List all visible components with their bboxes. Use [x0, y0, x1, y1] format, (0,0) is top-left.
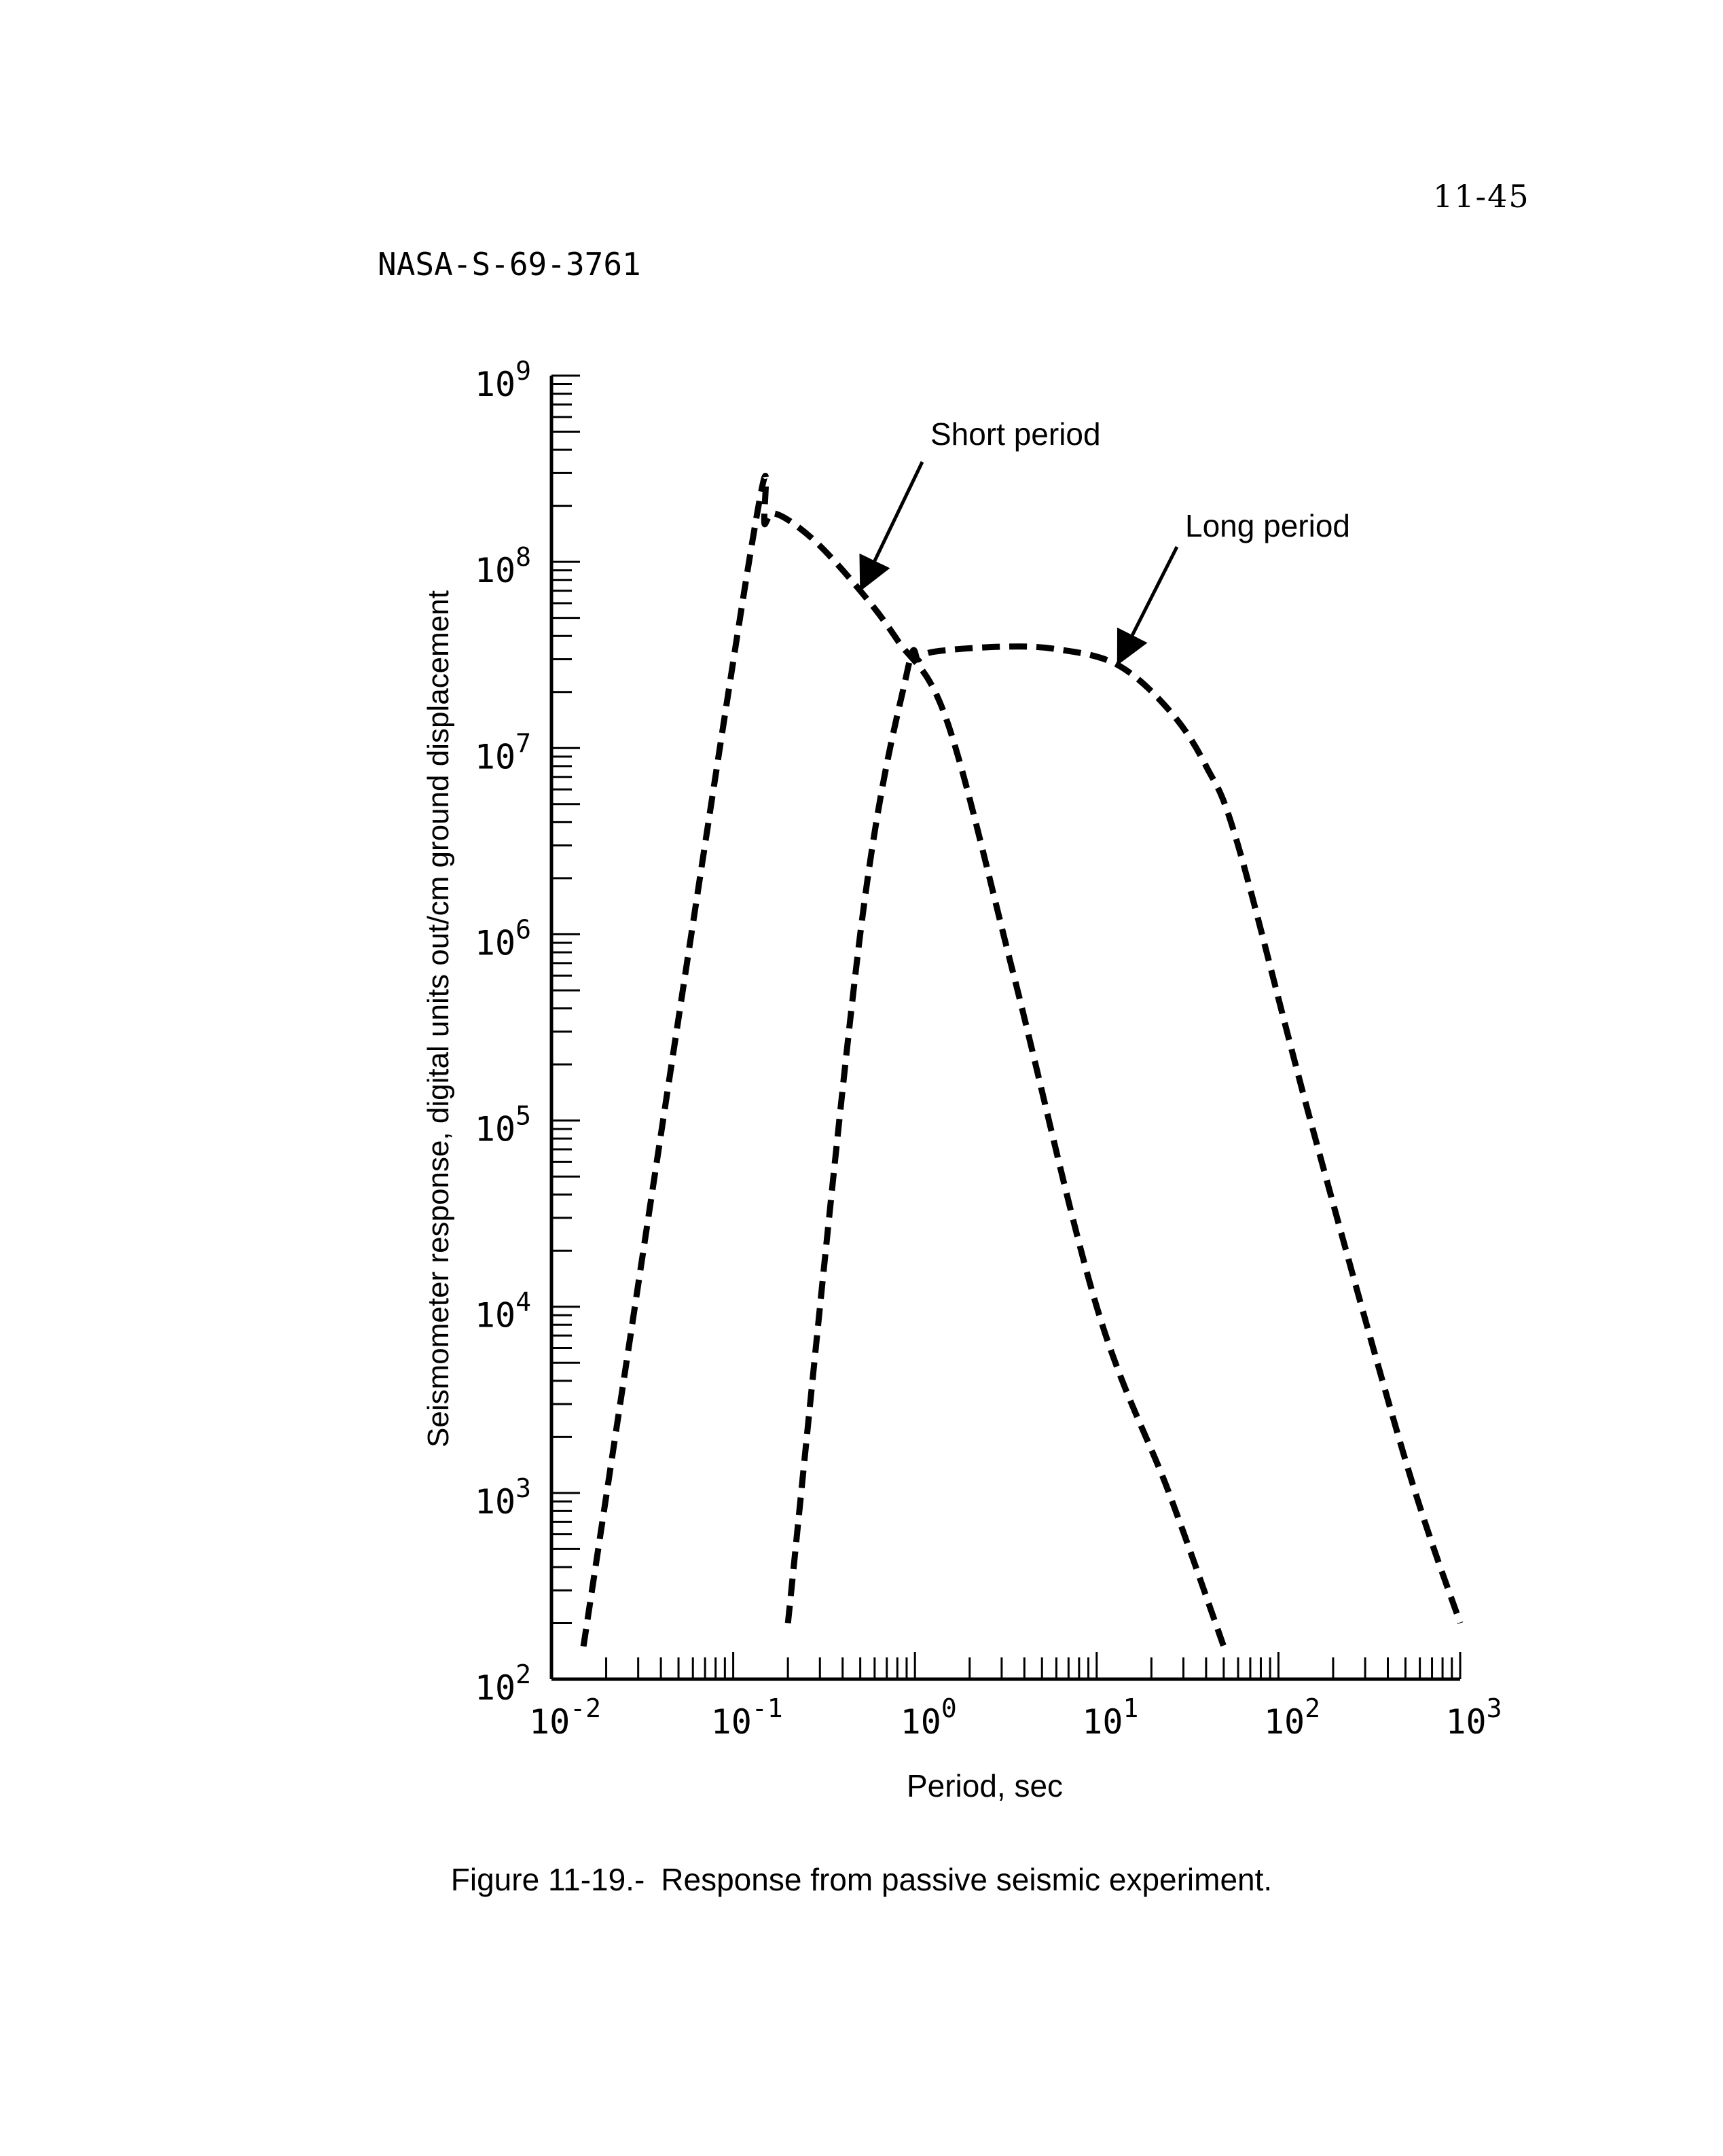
y-tick-label: 105: [475, 1101, 531, 1149]
chart-axes: [549, 376, 1460, 1681]
y-tick-label: 106: [475, 914, 531, 963]
annotations: Short period Long period: [859, 416, 1350, 666]
x-axis-ticks: [550, 1652, 1462, 1679]
y-tick-label: 103: [475, 1473, 531, 1522]
page-number: 11-45: [1433, 178, 1530, 215]
x-axis-tick-labels: 10-2 10-1 100 101 102 103: [529, 1693, 1502, 1742]
annotation-label: Short period: [930, 416, 1101, 452]
annotation-arrow: [859, 461, 924, 592]
x-tick-label: 102: [1264, 1693, 1320, 1742]
annotation-arrow: [1117, 545, 1179, 666]
figure-caption-label: Figure 11-19.-: [450, 1862, 645, 1897]
short-period-curve: [580, 472, 1227, 1648]
x-tick-label: 101: [1082, 1693, 1138, 1742]
x-tick-label: 10-1: [711, 1693, 783, 1742]
x-tick-label: 103: [1445, 1693, 1502, 1742]
y-tick-label: 108: [475, 542, 531, 590]
x-tick-label: 100: [901, 1693, 957, 1742]
y-tick-label: 102: [475, 1659, 531, 1708]
y-tick-label: 107: [475, 728, 531, 776]
x-tick-label: 10-2: [529, 1693, 601, 1742]
y-axis-tick-labels: 102 103 104 105 106 107 108 109: [475, 356, 531, 1708]
series-lines: [580, 472, 1464, 1648]
y-tick-label: 104: [475, 1287, 531, 1335]
y-axis-ticks: [551, 374, 580, 1681]
long-period-curve: [784, 643, 1464, 1624]
annotation-label: Long period: [1185, 508, 1350, 543]
figure-caption-text: Response from passive seismic experiment…: [661, 1862, 1273, 1897]
x-axis-label: Period, sec: [907, 1768, 1063, 1803]
y-tick-label: 109: [475, 356, 531, 404]
document-id: NASA-S-69-3761: [378, 246, 641, 283]
figure-caption: Figure 11-19.- Response from passive seis…: [0, 1861, 1723, 1898]
y-axis-label: Seismometer response, digital units out/…: [422, 590, 455, 1448]
